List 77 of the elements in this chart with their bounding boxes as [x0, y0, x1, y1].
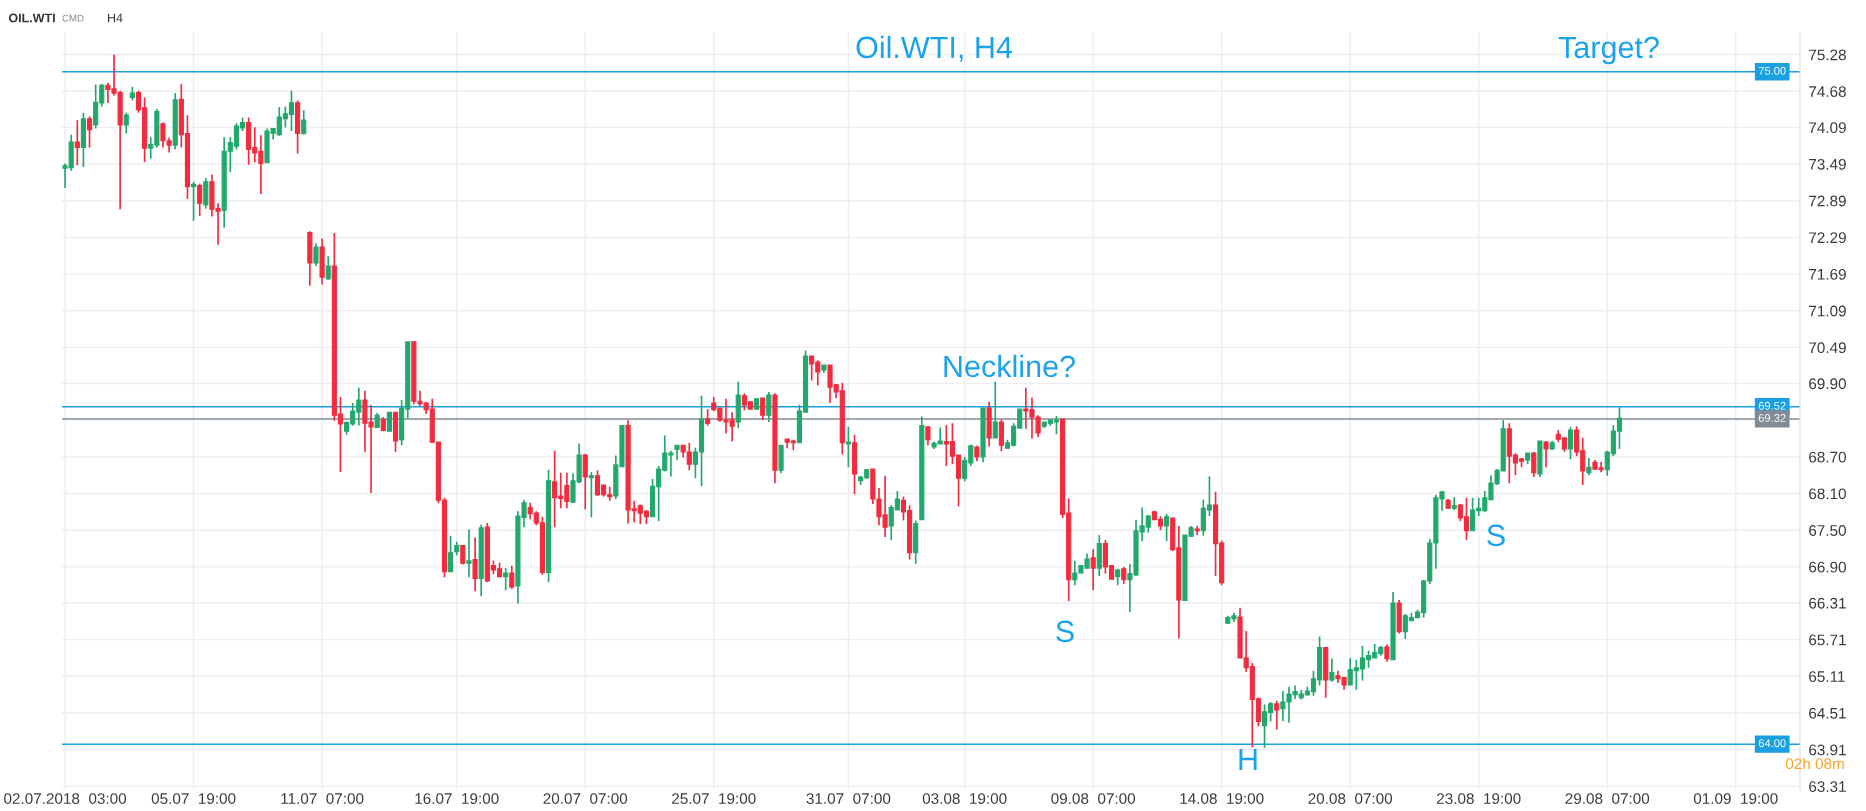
x-tick-label: 29.08 07:00 [1565, 793, 1650, 804]
x-tick-label: 11.07 07:00 [281, 793, 364, 804]
candlestick [925, 426, 931, 447]
candlestick [1543, 440, 1549, 469]
y-tick-label: 68.70 [1809, 451, 1846, 463]
x-tick-label: 09.08 07:00 [1051, 793, 1136, 804]
y-tick-label: 66.31 [1809, 597, 1846, 609]
y-tick-label: 74.68 [1809, 86, 1846, 97]
y-tick-label: 66.90 [1809, 561, 1846, 573]
y-tick-label: 63.91 [1809, 744, 1846, 756]
y-tick-label: 71.09 [1809, 305, 1846, 317]
y-tick-label: 63.31 [1809, 781, 1846, 793]
candlestick [472, 536, 478, 593]
x-tick-label: 14.08 19:00 [1180, 793, 1264, 804]
y-tick-label: 65.71 [1809, 634, 1846, 646]
y-tick-label: 72.89 [1809, 195, 1846, 207]
y-tick-label: 70.49 [1809, 342, 1846, 354]
ref-line-label: 64.00 [1758, 739, 1786, 748]
candlestick [509, 564, 515, 590]
candlestick [448, 534, 454, 573]
y-tick-label: 72.29 [1809, 232, 1846, 244]
candlestick [845, 426, 851, 469]
x-tick-label: 23.08 19:00 [1437, 793, 1521, 804]
annotation: Neckline? [944, 354, 1075, 378]
y-tick-label: 68.10 [1809, 488, 1846, 500]
candlestick [1531, 451, 1537, 478]
candlestick [1164, 512, 1170, 543]
ref-line-label: 69.32 [1758, 414, 1786, 422]
candlestick [325, 255, 331, 281]
candlestick [301, 109, 307, 136]
x-tick-label: 20.08 07:00 [1308, 793, 1393, 804]
ref-line-label: 75.00 [1758, 66, 1786, 75]
y-tick-label: 74.09 [1809, 122, 1846, 134]
candlestick [203, 177, 209, 210]
candlestick [86, 115, 93, 149]
candlestick [992, 380, 998, 439]
text: CMD [62, 14, 84, 22]
x-tick-label: 03.08 19:00 [922, 793, 1007, 804]
text: OIL.WTI [8, 13, 55, 23]
annotation: 02h 08m [1785, 757, 1844, 770]
candlestick [466, 528, 472, 579]
candlestick [1090, 548, 1096, 591]
annotation: S [1056, 620, 1074, 643]
y-tick-label: 71.69 [1809, 268, 1846, 280]
chart-title: Oil.WTI, H4 [856, 35, 1013, 62]
ref-line-label: 69.52 [1758, 401, 1786, 410]
candlestick [582, 452, 588, 511]
candlestick [313, 242, 319, 267]
annotation: H [1239, 748, 1257, 770]
y-tick-label: 64.51 [1809, 707, 1846, 719]
x-tick-label: 20.07 07:00 [543, 793, 628, 804]
y-tick-label: 75.28 [1809, 49, 1846, 61]
candlestick [123, 111, 129, 135]
y-tick-label: 65.11 [1809, 671, 1845, 682]
text: H4 [108, 13, 123, 23]
candlestick [74, 119, 80, 167]
candlestick [760, 397, 766, 422]
candlestick [766, 391, 772, 423]
annotation: Target? [1558, 36, 1659, 65]
x-tick-label: 01.09 19:00 [1693, 793, 1778, 804]
candlestick [386, 411, 392, 433]
candlestick [1329, 657, 1335, 683]
candlestick [588, 471, 594, 519]
y-tick-label: 69.90 [1809, 378, 1846, 390]
x-tick-label: 02.07.2018 03:00 [4, 793, 127, 804]
annotation: S [1487, 524, 1505, 547]
candlestick [1567, 426, 1574, 461]
y-tick-label: 67.50 [1809, 525, 1846, 536]
x-tick-label: 16.07 19:00 [415, 793, 499, 804]
x-tick-label: 31.07 07:00 [806, 793, 891, 804]
x-tick-label: 05.07 19:00 [151, 793, 236, 804]
candlestick [503, 567, 509, 591]
candlestick [998, 418, 1004, 453]
x-tick-label: 25.07 19:00 [672, 793, 756, 804]
candlestick [197, 182, 203, 217]
y-tick-label: 73.49 [1809, 158, 1846, 170]
candlestick [1274, 699, 1280, 731]
